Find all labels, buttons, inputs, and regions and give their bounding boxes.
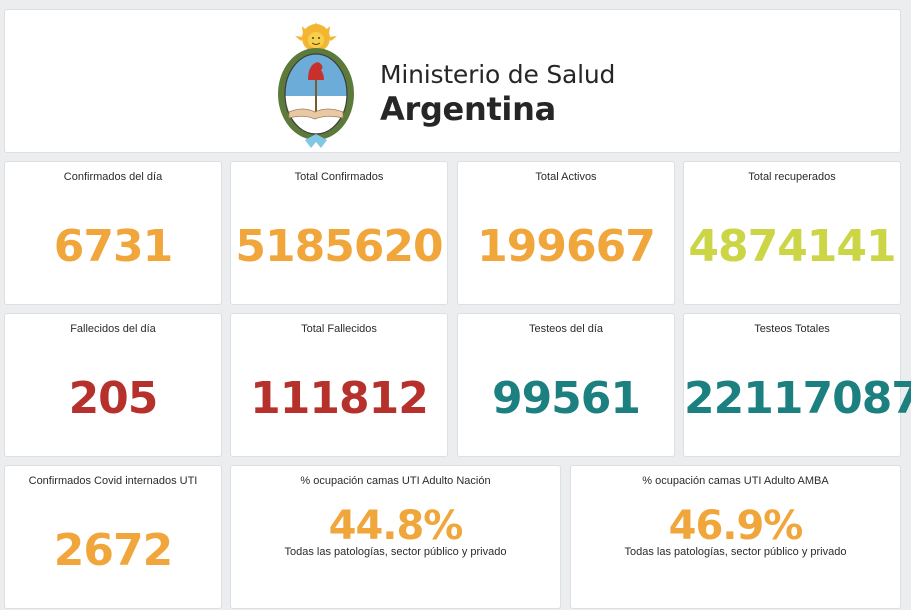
card-value: 99561 <box>491 373 641 424</box>
card-label: % ocupación camas UTI Adulto Nación <box>300 475 491 487</box>
card-value: 44.8% <box>328 503 464 549</box>
card-label: Confirmados Covid internados UTI <box>28 475 198 487</box>
card-testeos-dia: Testeos del día 99561 <box>457 313 675 457</box>
card-fallecidos-dia: Fallecidos del día 205 <box>4 313 222 457</box>
card-label: Total Activos <box>535 171 597 183</box>
card-label: Confirmados del día <box>63 171 163 183</box>
card-label: % ocupación camas UTI Adulto AMBA <box>642 475 829 487</box>
card-total-fallecidos: Total Fallecidos 111812 <box>230 313 448 457</box>
card-testeos-totales: Testeos Totales 22117087 <box>683 313 911 457</box>
card-label: Fallecidos del día <box>70 323 156 335</box>
card-label: Testeos Totales <box>754 323 830 335</box>
card-value: 205 <box>68 373 159 424</box>
argentina-coat-of-arms-icon <box>278 22 354 148</box>
card-total-confirmados: Total Confirmados 5185620 <box>230 161 448 305</box>
card-total-activos: Total Activos 199667 <box>457 161 675 305</box>
card-label: Total recuperados <box>748 171 836 183</box>
card-value: 5185620 <box>235 221 443 272</box>
card-label: Total Confirmados <box>294 171 384 183</box>
card-label: Total Fallecidos <box>301 323 377 335</box>
card-value: 111812 <box>250 373 429 424</box>
card-value: 22117087 <box>684 373 911 424</box>
card-total-recuperados: Total recuperados 4874141 <box>683 161 901 305</box>
card-subtitle: Todas las patologías, sector público y p… <box>284 546 507 558</box>
card-ocupacion-nacion: % ocupación camas UTI Adulto Nación 44.8… <box>230 465 561 609</box>
card-label: Testeos del día <box>529 323 603 335</box>
card-value: 46.9% <box>668 503 804 549</box>
card-confirmados-dia: Confirmados del día 6731 <box>4 161 222 305</box>
card-ocupacion-amba: % ocupación camas UTI Adulto AMBA 46.9% … <box>570 465 901 609</box>
card-value: 6731 <box>53 221 173 272</box>
card-value: 199667 <box>477 221 656 272</box>
card-value: 2672 <box>53 525 173 576</box>
card-internados-uti: Confirmados Covid internados UTI 2672 <box>4 465 222 609</box>
card-value: 4874141 <box>688 221 896 272</box>
ministry-title: Ministerio de Salud Argentina <box>380 60 615 128</box>
header-banner: Ministerio de Salud Argentina <box>4 9 901 153</box>
card-subtitle: Todas las patologías, sector público y p… <box>624 546 847 558</box>
ministry-name: Ministerio de Salud <box>380 60 616 89</box>
country-name: Argentina <box>380 90 556 128</box>
